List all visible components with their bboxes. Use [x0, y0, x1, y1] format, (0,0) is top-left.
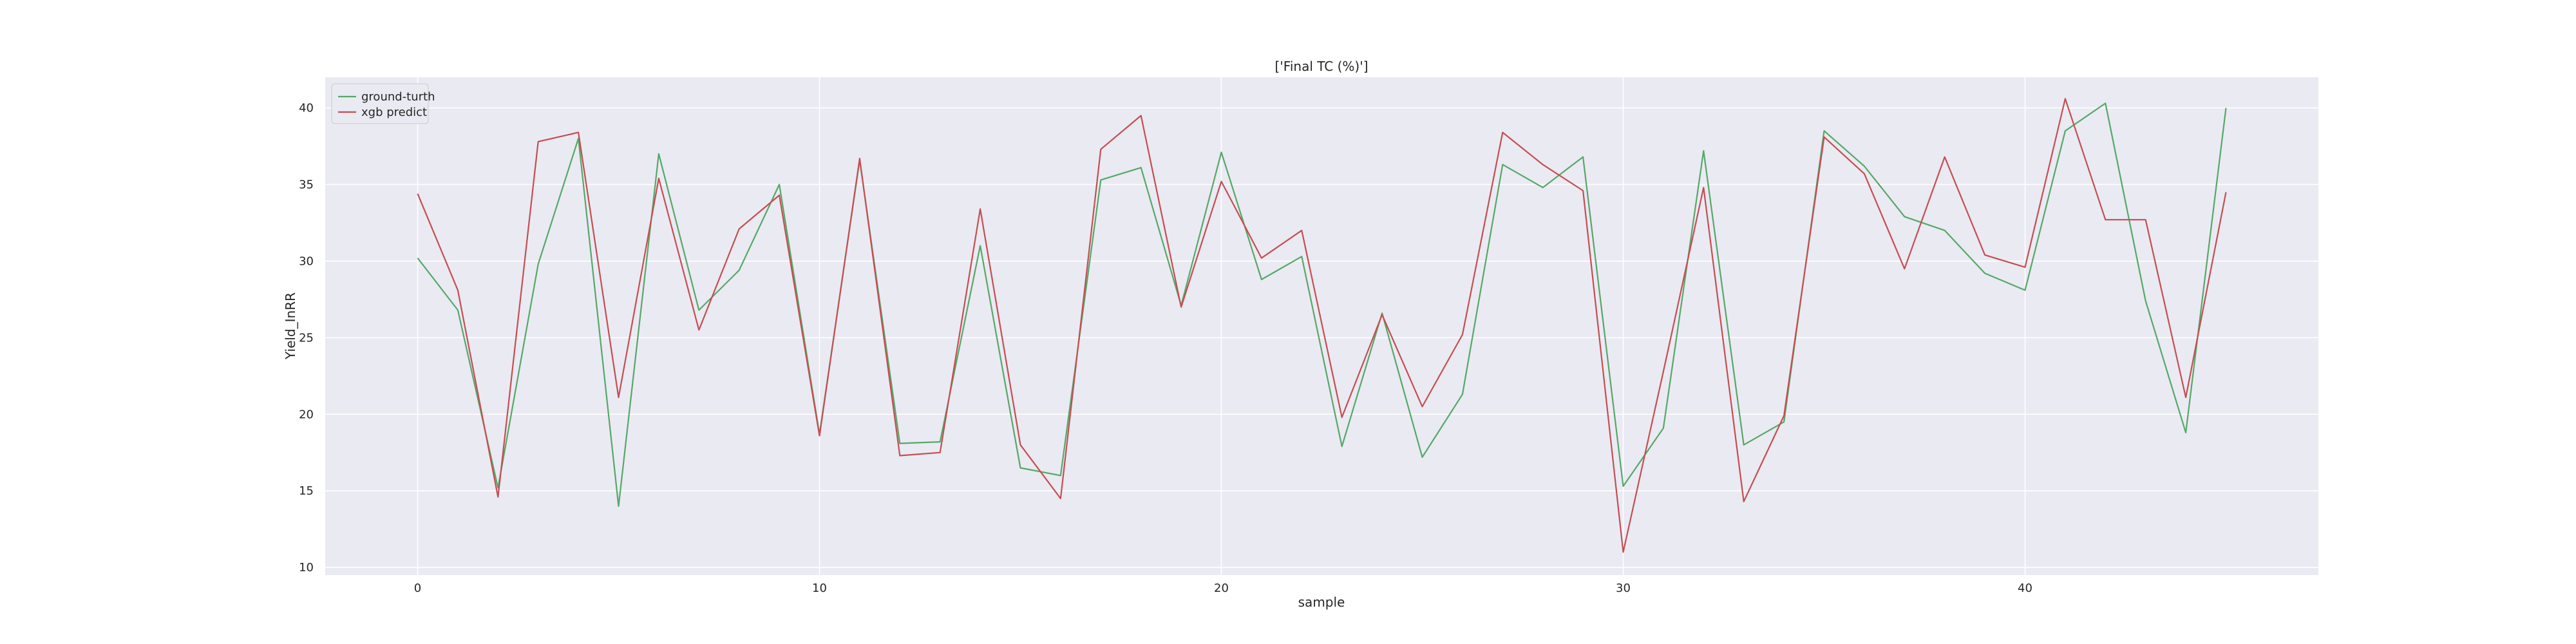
series-line-prediction	[417, 98, 2227, 553]
y-tick-label: 10	[299, 561, 314, 574]
legend-box	[331, 83, 429, 124]
y-tick-label: 15	[299, 484, 314, 498]
y-tick-label: 20	[299, 408, 314, 421]
x-tick-label: 20	[1214, 582, 1229, 595]
x-tick-label: 40	[2018, 582, 2032, 595]
series-lines	[417, 98, 2227, 553]
x-axis-label: sample	[1298, 594, 1345, 610]
y-tick-label: 30	[299, 254, 314, 268]
legend-label: ground-turth	[361, 90, 435, 104]
legend-label: xgb predict	[361, 106, 427, 119]
y-tick-label: 40	[299, 102, 314, 115]
chart-title: ['Final TC (%)']	[1274, 59, 1368, 74]
y-tick-label: 35	[299, 178, 314, 191]
x-axis-ticks: 0 10 20 30 40	[414, 582, 2032, 595]
y-axis-ticks: 10 15 20 25 30 35 40	[299, 102, 314, 575]
legend: ground-turth xgb predict	[331, 83, 435, 124]
x-tick-label: 30	[1616, 582, 1631, 595]
series-line-ground-truth	[417, 102, 2227, 507]
y-axis-label: Yield_InRR	[283, 292, 298, 360]
x-tick-label: 10	[812, 582, 827, 595]
y-tick-label: 25	[299, 331, 314, 345]
x-tick-label: 0	[414, 582, 421, 595]
